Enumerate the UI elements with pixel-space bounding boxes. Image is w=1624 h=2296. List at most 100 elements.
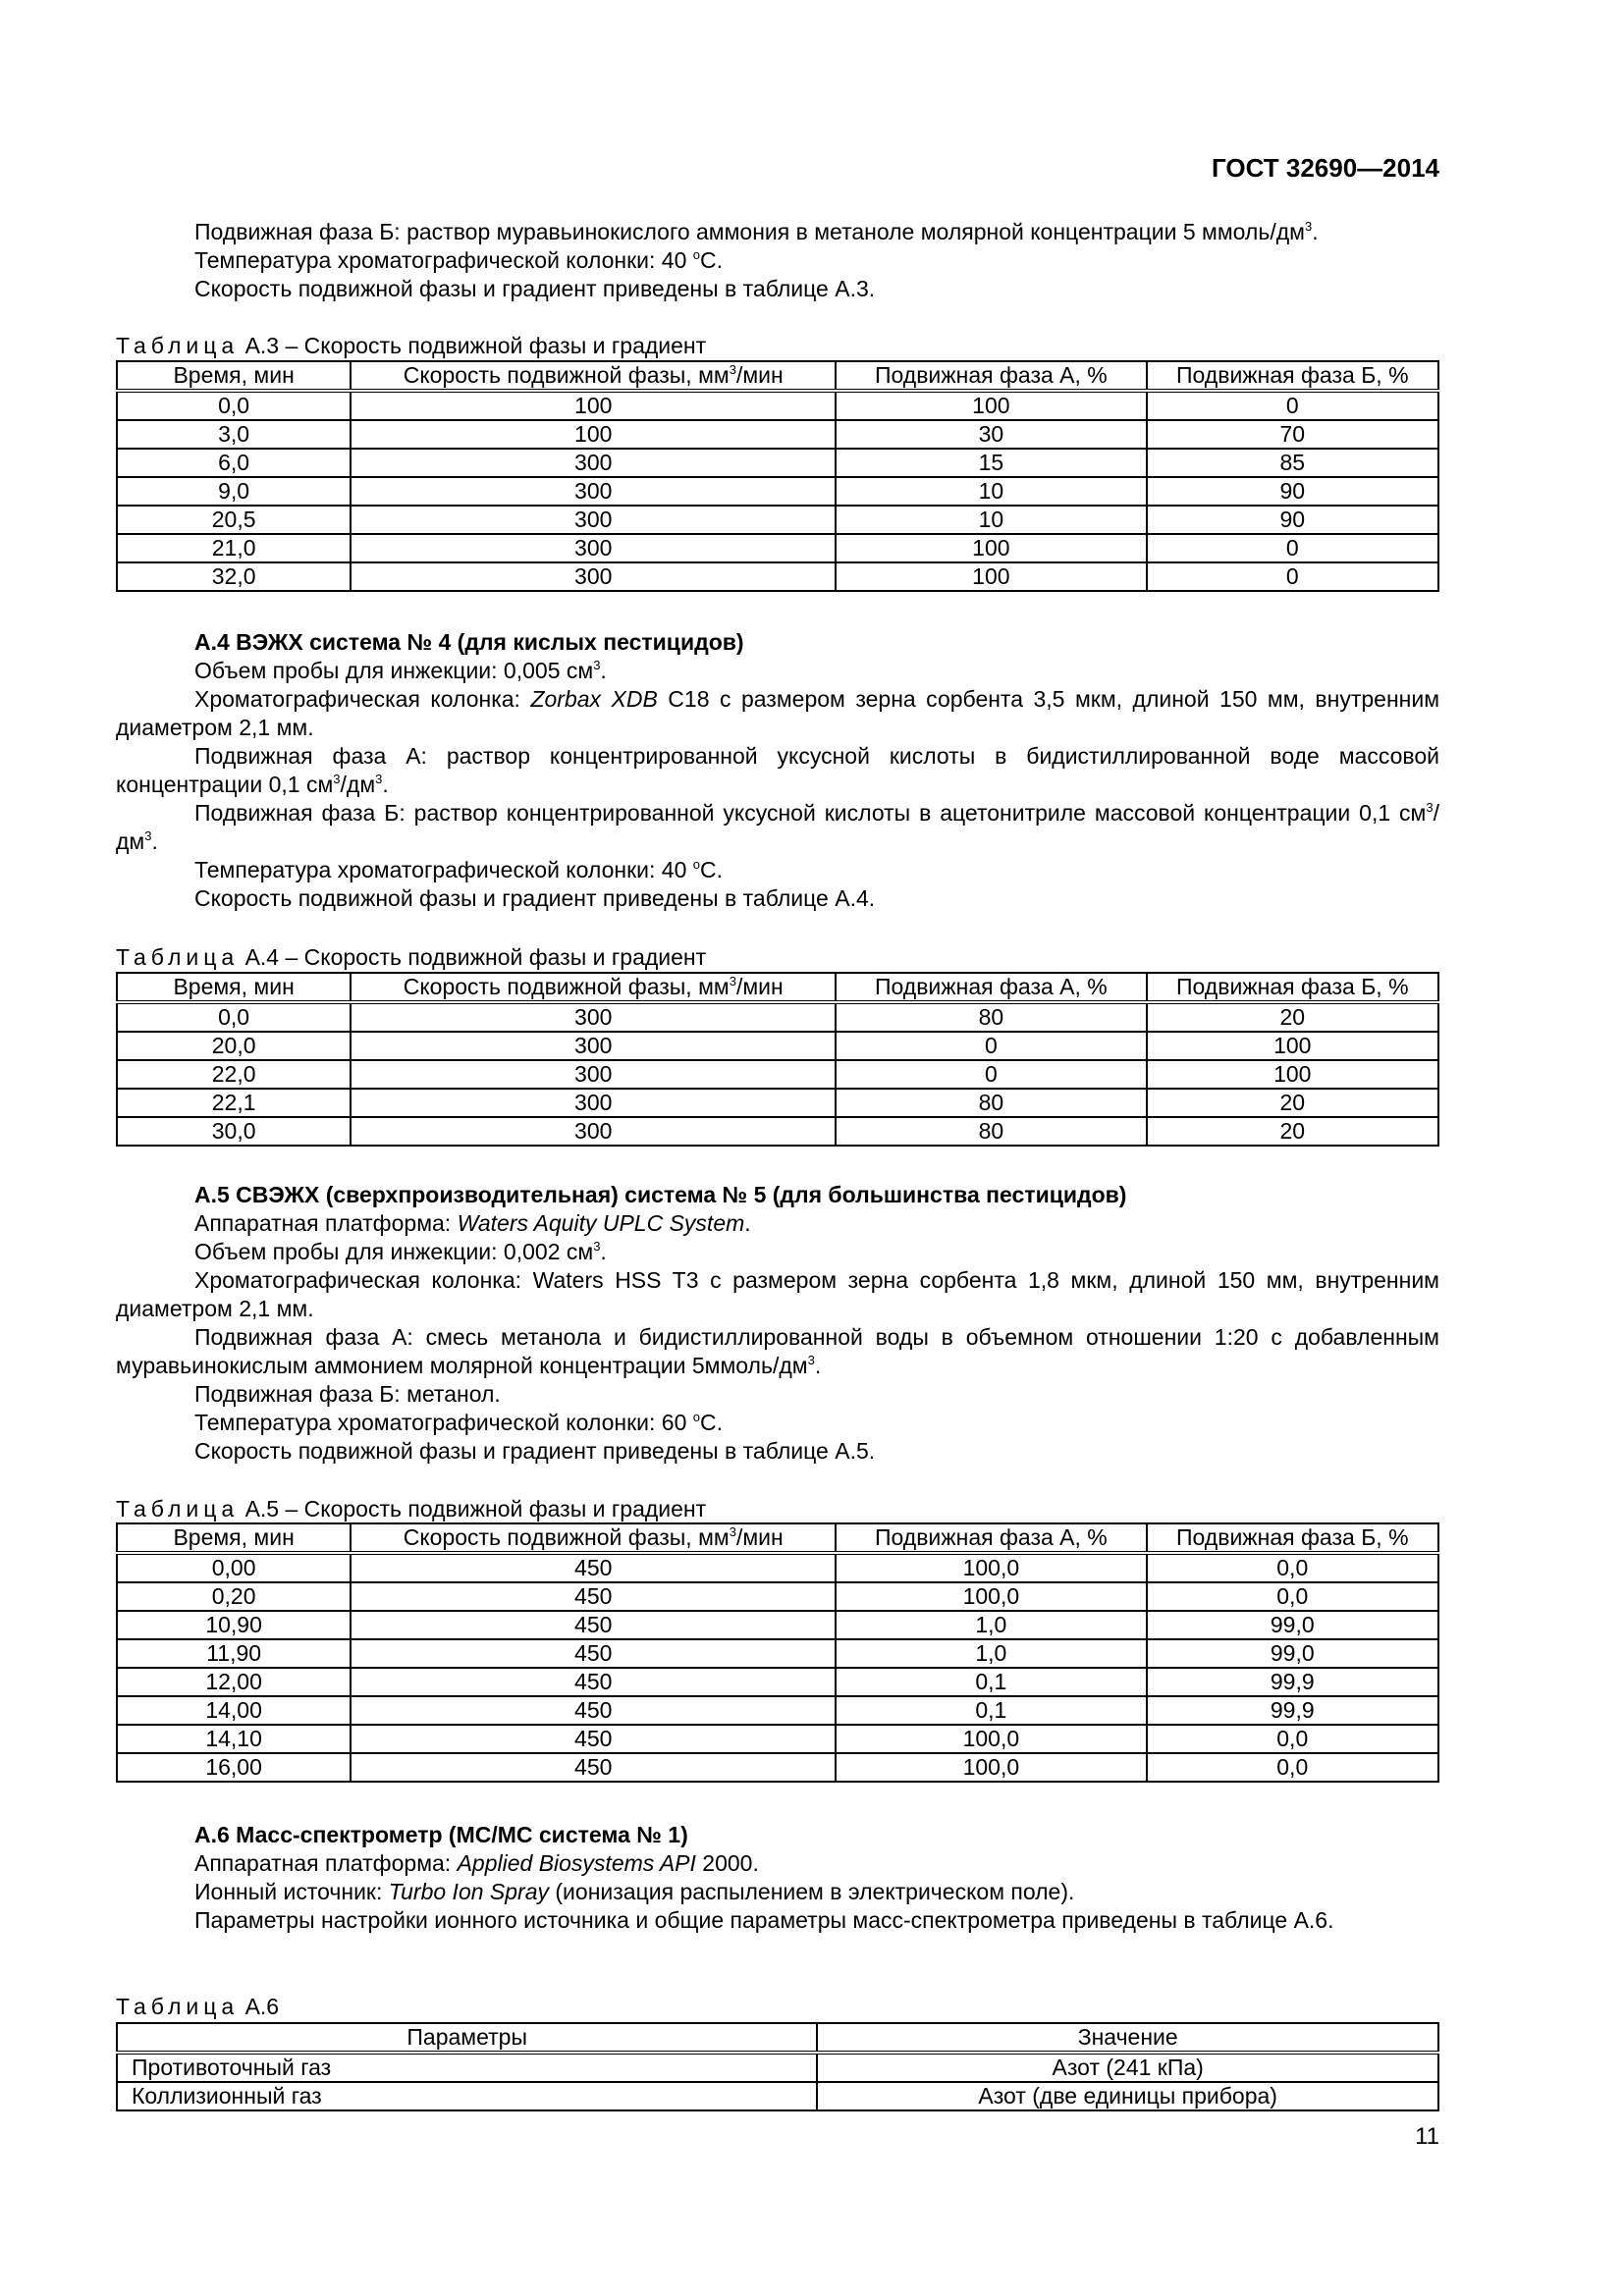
table-cell: 100,0 [835,1552,1148,1583]
table-cell: 450 [350,1552,838,1583]
section-a4-body: Объем пробы для инжекции: 0,005 см3. Хром… [116,657,1439,913]
text-run: Хроматографическая колонка: [194,686,531,712]
table-cell: 20 [1145,1001,1440,1033]
table-row: 0,20 450 100,0 0,0 [115,1581,1440,1612]
table-cell: 14,10 [115,1724,352,1754]
table-cell: 0,0 [1145,1724,1440,1754]
superscript: 3 [729,1524,736,1539]
table-cell: Азот (241 кПа) [816,2052,1439,2083]
table-cell: 99,0 [1145,1638,1440,1669]
table-row: 22,0 300 0 100 [115,1059,1440,1090]
table-cell: 32,0 [115,561,352,592]
section-a5-body: Аппаратная платформа: Waters Aquity UPLC… [116,1209,1439,1466]
table-cell: 85 [1145,448,1440,478]
superscript: o [692,857,700,872]
superscript: o [692,1410,700,1424]
table-a6: Параметры Значение Противоточный газ Азот (… [115,2022,1439,2111]
column-header: Время, мин [115,1522,352,1555]
paragraph: Температура хроматографической колонки: … [116,856,1439,884]
text-run: . [814,1353,822,1378]
table-row: 10,90 450 1,0 99,0 [115,1610,1440,1640]
paragraph: Хроматографическая колонка: Waters HSS T… [116,1266,1439,1323]
header-row: Параметры Значение [115,2022,1439,2055]
paragraph: Скорость подвижной фазы и градиент приве… [116,275,1439,303]
table-cell: 450 [350,1667,838,1697]
table-cell: 300 [350,1001,838,1033]
caption-title: А.3 – Скорость подвижной фазы и градиент [244,333,707,358]
table-cell: 450 [350,1638,838,1669]
table-cell: 300 [350,476,838,507]
table-cell: 20 [1145,1116,1440,1147]
column-header: Значение [816,2022,1439,2055]
text-run: Температура хроматографической колонки: … [194,857,693,882]
text-run: Объем пробы для инжекции: 0,005 см [194,658,594,683]
document-header: ГОСТ 32690—2014 [1212,153,1439,183]
table-cell: 12,00 [115,1667,352,1697]
page-number: 11 [1415,2123,1439,2150]
table-a4-caption: Таблица А.4 – Скорость подвижной фазы и … [116,944,706,970]
paragraph: Объем пробы для инжекции: 0,002 см3. [116,1238,1439,1266]
table-cell: Противоточный газ [115,2052,819,2083]
text-run: С. [700,1410,723,1435]
table-row: Коллизионный газ Азот (две единицы прибор… [115,2081,1439,2111]
table-cell: 100,0 [835,1752,1148,1783]
table-row: 30,0 300 80 20 [115,1116,1440,1147]
superscript: 3 [729,362,736,377]
section-heading: А.6 Масс-спектрометр (МС/МС система № 1) [194,1822,688,1847]
caption-title: А.6 [244,1994,280,2019]
text-run: Хроматографическая колонка: Waters HSS T… [116,1267,1439,1321]
table-cell: 100 [835,561,1148,592]
table-cell: 99,9 [1145,1695,1440,1726]
text-run: Аппаратная платформа: [194,1210,458,1236]
table-cell: 100 [835,390,1148,421]
text-run: . [744,1210,751,1236]
table-cell: 30 [835,419,1148,450]
table-row: 14,00 450 0,1 99,9 [115,1695,1440,1726]
superscript: o [692,247,700,262]
column-header: Подвижная фаза Б, % [1145,972,1440,1004]
table-a5-caption: Таблица А.5 – Скорость подвижной фазы и … [116,1496,706,1522]
table-cell: 70 [1145,419,1440,450]
table-cell: 0,0 [115,390,352,421]
table-cell: 100,0 [835,1724,1148,1754]
paragraph: Температура хроматографической колонки: … [116,1409,1439,1437]
table-cell: 22,0 [115,1059,352,1090]
italic-text: Zorbax XDB [530,686,658,712]
table-row: 11,90 450 1,0 99,0 [115,1638,1440,1669]
table-cell: 0 [1145,561,1440,592]
paragraph: Подвижная фаза А: раствор концентрирован… [116,742,1439,799]
table-cell: 1,0 [835,1610,1148,1640]
column-header: Скорость подвижной фазы, мм3/мин [350,360,838,393]
table-cell: 80 [835,1001,1148,1033]
table-cell: 450 [350,1581,838,1612]
table-cell: 300 [350,1031,838,1061]
header-text: Скорость подвижной фазы, мм [403,1524,730,1550]
paragraph: Подвижная фаза А: смесь метанола и бидис… [116,1323,1439,1380]
table-cell: 300 [350,1116,838,1147]
section-a4: А.4 ВЭЖХ система № 4 (для кислых пестици… [116,628,1439,913]
text-run: Температура хроматографической колонки: … [194,247,693,273]
paragraph: Температура хроматографической колонки: … [116,246,1439,275]
table-cell: 21,0 [115,533,352,563]
text-run: Объем пробы для инжекции: 0,002 см [194,1239,594,1264]
text-run: Параметры настройки ионного источника и … [194,1907,1334,1933]
table-cell: 22,1 [115,1088,352,1118]
table-cell: 3,0 [115,419,352,450]
section-a5: А.5 СВЭЖХ (сверхпроизводительная) систем… [116,1181,1439,1466]
text-run: Скорость подвижной фазы и градиент приве… [194,1438,876,1464]
column-header: Подвижная фаза А, % [835,1522,1148,1555]
text-run: Подвижная фаза Б: раствор муравьинокисло… [194,219,1305,244]
table-cell: 300 [350,1059,838,1090]
section-a6: А.6 Масс-спектрометр (МС/МС система № 1)… [116,1821,1439,1935]
column-header: Скорость подвижной фазы, мм3/мин [350,1522,838,1555]
table-cell: 0,1 [835,1667,1148,1697]
text-run: (ионизация распылением в электрическом п… [549,1879,1075,1904]
table-cell: 99,9 [1145,1667,1440,1697]
table-cell: 300 [350,533,838,563]
table-cell: 300 [350,448,838,478]
header-row: Время, мин Скорость подвижной фазы, мм3/м… [115,360,1440,393]
intro-text: Подвижная фаза Б: раствор муравьинокисло… [116,218,1439,303]
text-run: Ионный источник: [194,1879,389,1904]
paragraph: Подвижная фаза Б: раствор концентрирован… [116,799,1439,856]
table-cell: 300 [350,505,838,535]
